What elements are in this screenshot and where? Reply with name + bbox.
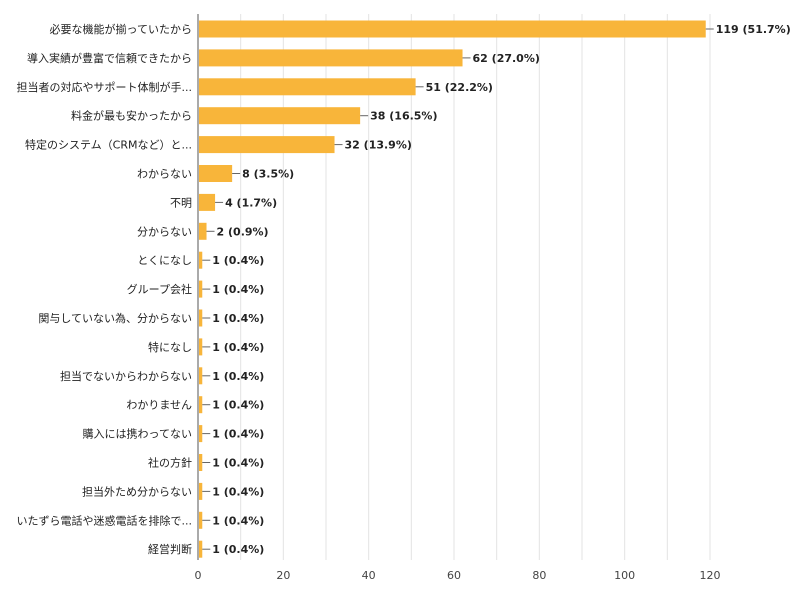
bar bbox=[199, 425, 203, 443]
data-label: 1 (0.4%) bbox=[212, 341, 264, 354]
bar bbox=[199, 78, 416, 96]
bar bbox=[199, 309, 203, 327]
category-label: 社の方針 bbox=[148, 456, 192, 470]
data-label: 62 (27.0%) bbox=[473, 52, 540, 65]
category-label: 料金が最も安かったから bbox=[71, 109, 192, 123]
data-label: 1 (0.4%) bbox=[212, 428, 264, 441]
category-label: とくになし bbox=[137, 254, 192, 267]
bar bbox=[199, 251, 203, 269]
bar bbox=[199, 136, 335, 154]
bar bbox=[199, 165, 233, 182]
bar bbox=[199, 193, 216, 211]
category-label: 購入には携わってない bbox=[83, 427, 192, 441]
data-label: 38 (16.5%) bbox=[370, 110, 437, 123]
bar bbox=[199, 482, 203, 500]
grid-layer bbox=[197, 14, 711, 560]
category-label: わからない bbox=[137, 168, 192, 181]
data-label: 32 (13.9%) bbox=[345, 139, 412, 152]
bar bbox=[199, 338, 203, 356]
category-label: グループ会社 bbox=[127, 282, 192, 296]
x-tick-label: 60 bbox=[447, 569, 461, 582]
category-label: 特になし bbox=[148, 340, 192, 354]
bar bbox=[199, 367, 203, 385]
bar bbox=[199, 396, 203, 414]
data-label: 119 (51.7%) bbox=[716, 23, 791, 36]
data-label: 1 (0.4%) bbox=[212, 254, 264, 267]
category-label: 担当者の対応やサポート体制が手... bbox=[17, 80, 193, 94]
category-label: 担当外ため分からない bbox=[82, 484, 192, 498]
x-tick-label: 120 bbox=[700, 569, 721, 582]
category-label: 必要な機能が揃っていたから bbox=[50, 22, 192, 36]
category-label: 導入実績が豊富で信頼できたから bbox=[27, 51, 192, 65]
x-tick-label: 20 bbox=[276, 569, 290, 582]
x-tick-label: 100 bbox=[614, 569, 635, 582]
data-label: 1 (0.4%) bbox=[212, 370, 264, 383]
data-label: 1 (0.4%) bbox=[212, 485, 264, 498]
bar bbox=[199, 49, 463, 67]
data-label: 8 (3.5%) bbox=[242, 168, 294, 181]
category-label: 担当でないからわからない bbox=[60, 369, 192, 383]
data-label: 51 (22.2%) bbox=[426, 81, 493, 94]
data-label: 1 (0.4%) bbox=[212, 514, 264, 527]
category-label: 不明 bbox=[170, 196, 192, 209]
x-tick-label: 40 bbox=[362, 569, 376, 582]
data-label: 1 (0.4%) bbox=[212, 457, 264, 470]
category-label: わかりません bbox=[126, 399, 192, 412]
data-label: 1 (0.4%) bbox=[212, 543, 264, 556]
bar bbox=[199, 20, 706, 38]
bar-layer bbox=[199, 20, 714, 558]
bar bbox=[199, 511, 203, 529]
category-label: 関与していない為、分からない bbox=[38, 311, 192, 325]
category-label: 分からない bbox=[137, 225, 192, 238]
bar bbox=[199, 222, 207, 240]
bar bbox=[199, 280, 203, 298]
data-label: 2 (0.9%) bbox=[217, 225, 269, 238]
category-label: 経営判断 bbox=[148, 542, 192, 556]
x-tick-layer: 0 20 40 60 80 100 120 bbox=[195, 569, 721, 582]
x-tick-label: 80 bbox=[532, 569, 546, 582]
bar bbox=[199, 540, 203, 558]
data-label: 4 (1.7%) bbox=[225, 196, 277, 209]
data-label: 1 (0.4%) bbox=[212, 283, 264, 296]
category-label: いたずら電話や迷惑電話を排除で... bbox=[17, 513, 193, 527]
bar bbox=[199, 107, 361, 125]
bar bbox=[199, 454, 203, 471]
x-tick-label: 0 bbox=[195, 569, 202, 582]
category-label: 特定のシステム（CRMなど）と... bbox=[25, 138, 192, 152]
data-label: 1 (0.4%) bbox=[212, 312, 264, 325]
data-label: 1 (0.4%) bbox=[212, 399, 264, 412]
label-layer: 必要な機能が揃っていたから 119 (51.7%) 導入実績が豊富で信頼できたから 6… bbox=[17, 22, 791, 556]
